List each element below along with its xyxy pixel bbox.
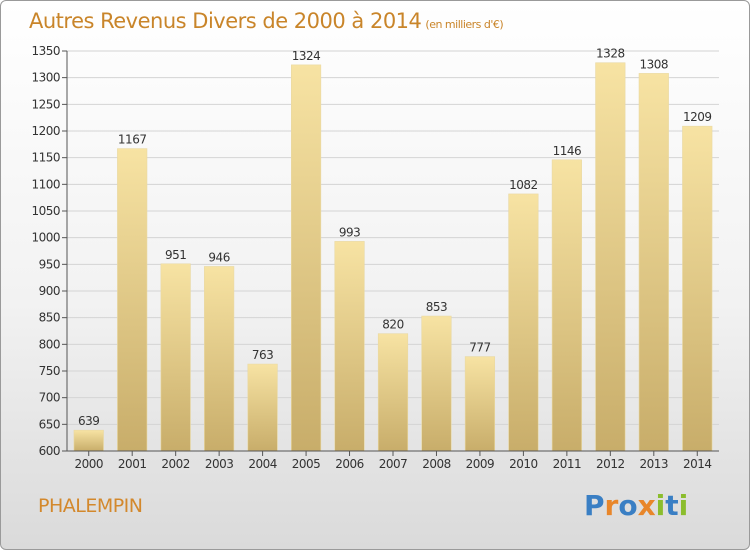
y-tick-label: 850 [39,311,60,325]
y-tick-label: 1050 [31,204,60,218]
y-tick-label: 600 [39,444,60,458]
bar-value-label: 1082 [509,178,538,192]
bar [117,148,148,452]
y-tick-label: 750 [39,364,60,378]
y-tick-label: 950 [39,257,60,271]
x-tick-label: 2002 [161,457,190,471]
bar-value-label: 1146 [553,144,582,158]
logo-letter: P [584,489,605,522]
x-tick-label: 2006 [335,457,364,471]
bar-value-label: 639 [78,414,99,428]
logo-letter: i [655,489,666,522]
location-label: PHALEMPIN [38,495,143,517]
bar-value-label: 763 [252,348,273,362]
x-tick-label: 2005 [292,457,321,471]
proxiti-logo: Proxiti [584,489,688,522]
y-tick-label: 650 [39,417,60,431]
bar-value-label: 1209 [683,110,712,124]
logo-letter: i [678,489,689,522]
y-tick-label: 1100 [31,177,60,191]
bar-value-label: 1308 [640,57,669,71]
y-tick-label: 1250 [31,97,60,111]
chart-title: Autres Revenus Divers de 2000 à 2014 (en … [29,9,504,33]
x-tick-label: 2012 [596,457,625,471]
bar [464,356,496,452]
x-tick-label: 2009 [466,457,495,471]
y-tick-label: 1000 [31,231,60,245]
y-tick-label: 1300 [31,71,60,85]
bar-value-label: 1324 [292,49,321,63]
x-tick-label: 2010 [509,457,538,471]
bar-value-label: 951 [165,248,186,262]
bar [334,241,365,452]
bar [73,429,104,452]
x-tick-label: 2000 [74,457,103,471]
logo-letter: o [618,489,638,522]
logo-letter: t [665,489,679,522]
x-tick-label: 2003 [205,457,234,471]
bar-value-label: 777 [469,341,490,355]
x-tick-label: 2007 [379,457,408,471]
y-tick-label: 1150 [31,151,60,165]
logo-letter: r [604,489,619,522]
bar [682,125,713,452]
y-tick-label: 700 [39,391,60,405]
bar-value-label: 1328 [596,47,625,61]
bar [204,266,235,452]
bar [638,73,669,452]
bar-value-label: 1167 [118,133,147,147]
bar [421,315,452,452]
x-tick-label: 2011 [553,457,582,471]
bar [551,159,582,452]
x-tick-label: 2001 [118,457,147,471]
x-tick-label: 2013 [640,457,669,471]
logo-letter: x [637,489,656,522]
bar-value-label: 853 [426,300,447,314]
bar-value-label: 820 [382,318,403,332]
x-tick-label: 2004 [248,457,277,471]
bar [595,62,626,452]
bar-value-label: 946 [208,250,229,264]
bar [247,363,278,452]
y-tick-label: 800 [39,337,60,351]
bar [290,64,322,452]
chart-subtitle: (en milliers d'€) [425,18,504,31]
y-tick-label: 900 [39,284,60,298]
x-tick-label: 2014 [683,457,712,471]
y-tick-label: 1350 [31,44,60,58]
bar [508,193,539,452]
x-tick-label: 2008 [422,457,451,471]
bar-value-label: 993 [339,225,360,239]
bar [377,333,409,452]
y-tick-label: 1200 [31,124,60,138]
chart-title-text: Autres Revenus Divers de 2000 à 2014 [29,9,422,33]
bar [160,263,191,452]
